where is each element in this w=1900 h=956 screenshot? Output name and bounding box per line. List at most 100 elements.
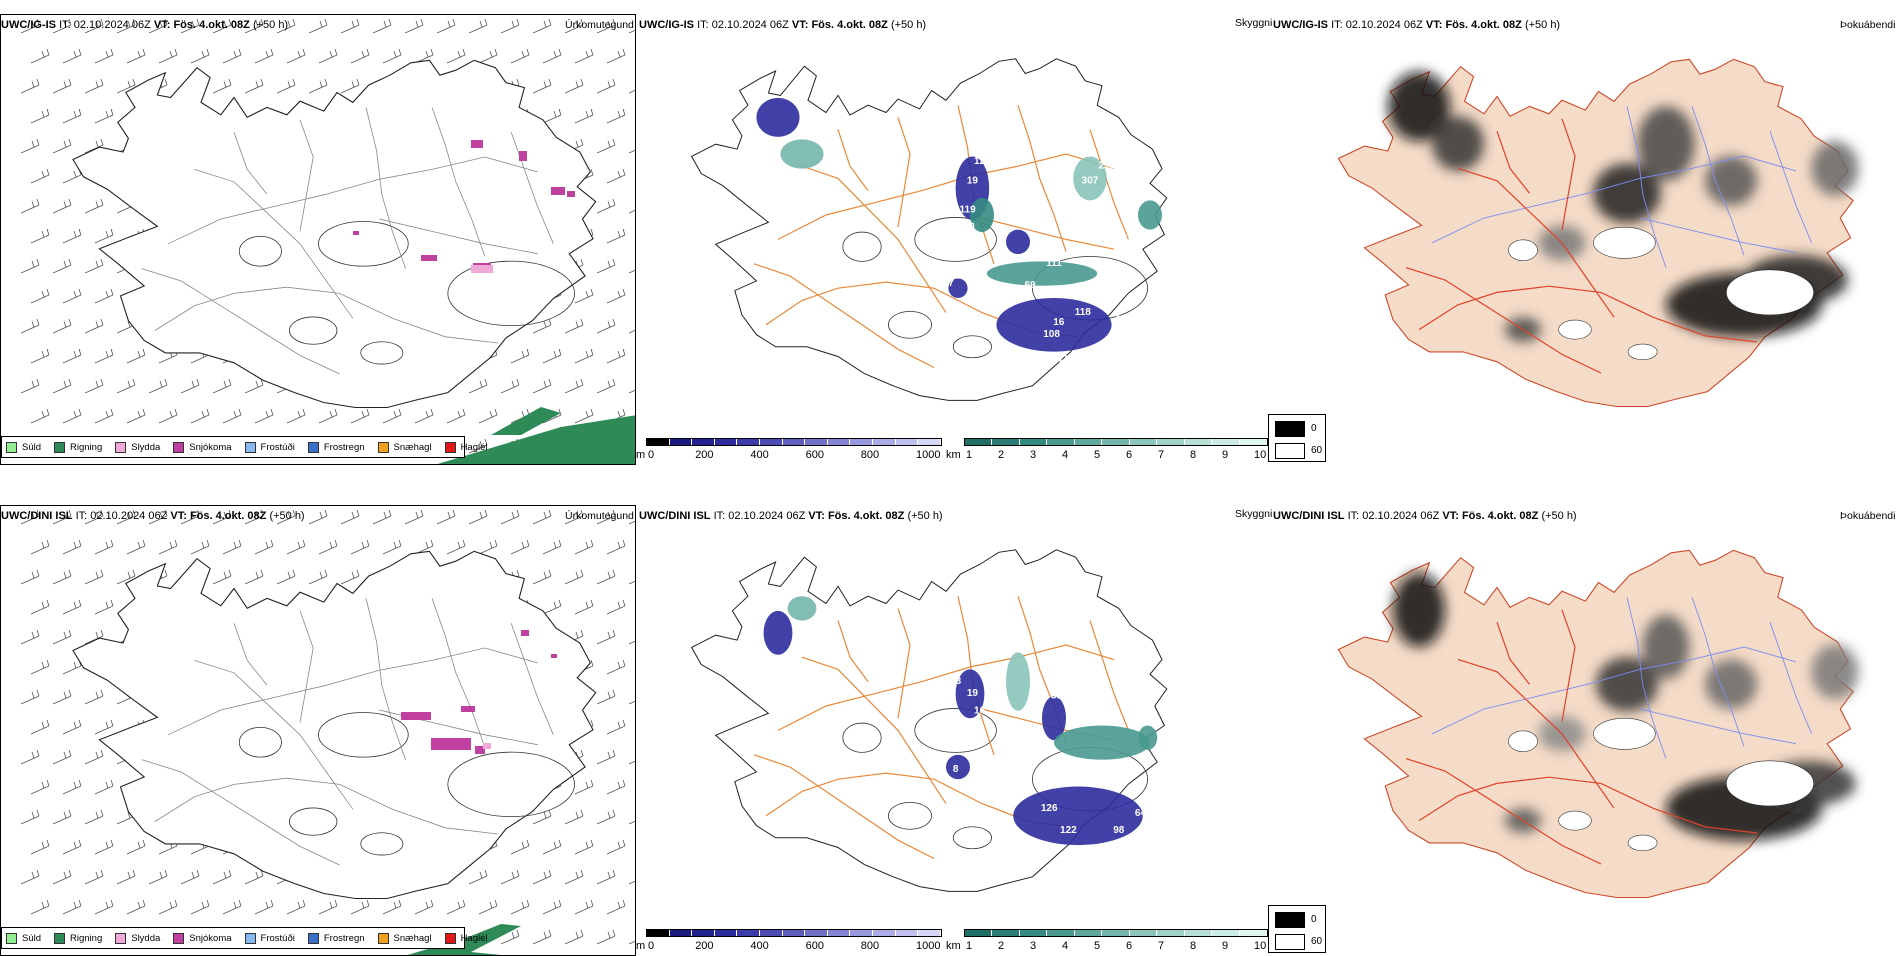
colorbar-swatch <box>782 439 806 445</box>
colorbar-swatch <box>827 930 851 936</box>
precip-legend-swatch <box>54 932 66 944</box>
colorbar-unit: m <box>636 940 646 952</box>
valid-time: Fös. 4.okt. 08Z <box>827 510 905 522</box>
init-time: 02.10.2024 06Z <box>711 19 789 31</box>
colorbar-swatch <box>782 930 806 936</box>
valid-time: Fös. 4.okt. 08Z <box>1445 19 1522 31</box>
init-time: 02.10.2024 06Z <box>1345 19 1423 31</box>
iceland-outline <box>72 59 597 409</box>
colorbar-swatch <box>895 439 919 445</box>
colorbar-swatches <box>646 929 942 937</box>
visibility-value-label: 82 <box>1039 781 1051 792</box>
colorbar-swatch <box>805 930 828 936</box>
visibility-value-label: 295 <box>1098 161 1115 172</box>
precip-legend-swatch <box>244 441 256 453</box>
colorbar-swatch <box>1157 439 1185 445</box>
colorbar-swatch <box>760 439 783 445</box>
colorbar-swatch <box>1157 930 1185 936</box>
fog-legend-swatch <box>1275 912 1305 928</box>
visibility-value-label: 108 <box>1062 852 1079 863</box>
colorbar-swatch <box>965 930 993 936</box>
visibility-value-label: 108 <box>1043 329 1060 340</box>
visibility-value-label: 33 <box>1051 691 1063 702</box>
precip-legend-swatch <box>54 441 66 453</box>
valid-time-label: VT: <box>153 19 171 31</box>
precip-legend-label: Rigning <box>70 441 103 453</box>
visibility-value-label: 64 <box>1135 808 1147 819</box>
colorbar-tick: 600 <box>805 449 824 461</box>
colorbar-tick: 1 <box>966 940 973 952</box>
visibility-value-label: 110 <box>1058 353 1075 364</box>
visibility-value-label: 12 <box>974 156 986 167</box>
colorbar-swatch <box>850 439 874 445</box>
colorbar-swatch <box>1074 439 1103 445</box>
colorbar-tick: 0 <box>648 940 655 952</box>
colorbar-tick: 10 <box>1254 449 1267 461</box>
visibility-colorbar-km: km 1 2 3 4 5 6 7 8 9 10 <box>946 436 1268 464</box>
precip-legend-label: Slydda <box>131 932 161 944</box>
colorbar-tick: 4 <box>1062 940 1069 952</box>
model-header: UWC/DINI ISL IT: 02.10.2024 06Z VT: Fös.… <box>1 510 305 522</box>
model-name: UWC/IG-IS <box>639 19 694 31</box>
colorbar-swatch <box>918 439 941 445</box>
lead-time: (+50 h) <box>1524 19 1561 31</box>
colorbar-swatch <box>992 930 1020 936</box>
colorbar-swatch <box>850 930 874 936</box>
valid-time-label: VT: <box>1425 19 1443 31</box>
colorbar-swatch <box>1184 439 1213 445</box>
precip-legend-swatch <box>444 441 456 453</box>
precip-legend-item: Snæhagl <box>377 932 432 944</box>
precip-panel-title: Úrkomutegund <box>565 19 634 31</box>
valid-time-label: VT: <box>791 19 809 31</box>
colorbar-tick: 8 <box>1190 449 1197 461</box>
valid-time: Fös. 4.okt. 08Z <box>173 19 250 31</box>
precip-legend-item: Snjókoma <box>173 441 232 453</box>
valid-time-label: VT: <box>170 510 187 522</box>
model-name: UWC/DINI ISL <box>639 510 711 522</box>
precip-legend-label: Frostregn <box>323 932 365 944</box>
precip-type-panel <box>0 14 636 465</box>
visibility-value-label: 82 <box>1113 283 1125 294</box>
colorbar-unit: km <box>946 449 961 461</box>
precip-legend-swatch <box>173 932 185 944</box>
fog-panel <box>1272 505 1900 925</box>
visibility-panel: 169 100 87 118 108 110 67 82 295 307 119 111 69 16 19 1… <box>638 14 1258 434</box>
precip-panel-title: Úrkomutegund <box>565 510 634 522</box>
precip-legend-swatch <box>6 441 17 453</box>
init-time-label: IT: <box>697 19 709 31</box>
colorbar-swatch <box>918 930 941 936</box>
precip-legend-item: Frostregn <box>307 441 365 453</box>
precip-legend-item: Súld <box>6 932 41 944</box>
colorbar-swatch <box>965 439 993 445</box>
lead-time: (+50 h) <box>1541 510 1577 522</box>
colorbar-tick: 6 <box>1126 449 1133 461</box>
colorbar-swatch <box>647 930 670 936</box>
fog-indicator-field <box>1387 71 1859 342</box>
colorbar-swatch <box>692 930 715 936</box>
colorbar-swatch <box>805 439 828 445</box>
colorbar-swatch <box>737 930 761 936</box>
colorbar-tick: 800 <box>860 449 880 461</box>
visibility-value-label: 118 <box>1075 307 1092 318</box>
visibility-value-label: 169 <box>800 109 817 120</box>
colorbar-tick: 2 <box>998 940 1005 952</box>
visibility-value-label: 19 <box>967 175 979 186</box>
precip-legend-swatch <box>244 932 256 944</box>
colorbar-tick: 3 <box>1030 940 1037 952</box>
lead-time: (+50 h) <box>890 19 927 31</box>
precip-legend-label: Snæhagl <box>393 932 432 944</box>
precip-patches <box>353 140 635 464</box>
visibility-panel: 126 122 108 98 64 82 10 8 33 19 16 13 7 <box>638 505 1258 925</box>
precip-legend-item: Slydda <box>115 932 161 944</box>
precip-legend-label: Frostregn <box>323 441 365 453</box>
colorbar-tick: 600 <box>805 940 824 952</box>
precip-legend-item: Frostregn <box>307 932 365 944</box>
colorbar-swatch <box>1239 930 1267 936</box>
colorbar-tick: 7 <box>1158 940 1165 952</box>
lead-time: (+50 h) <box>907 510 943 522</box>
low-visibility-areas <box>756 97 1162 352</box>
colorbar-swatch <box>737 439 761 445</box>
colorbar-swatch <box>1129 439 1158 445</box>
fog-panel <box>1272 14 1900 434</box>
init-time-label: IT: <box>1331 19 1343 31</box>
